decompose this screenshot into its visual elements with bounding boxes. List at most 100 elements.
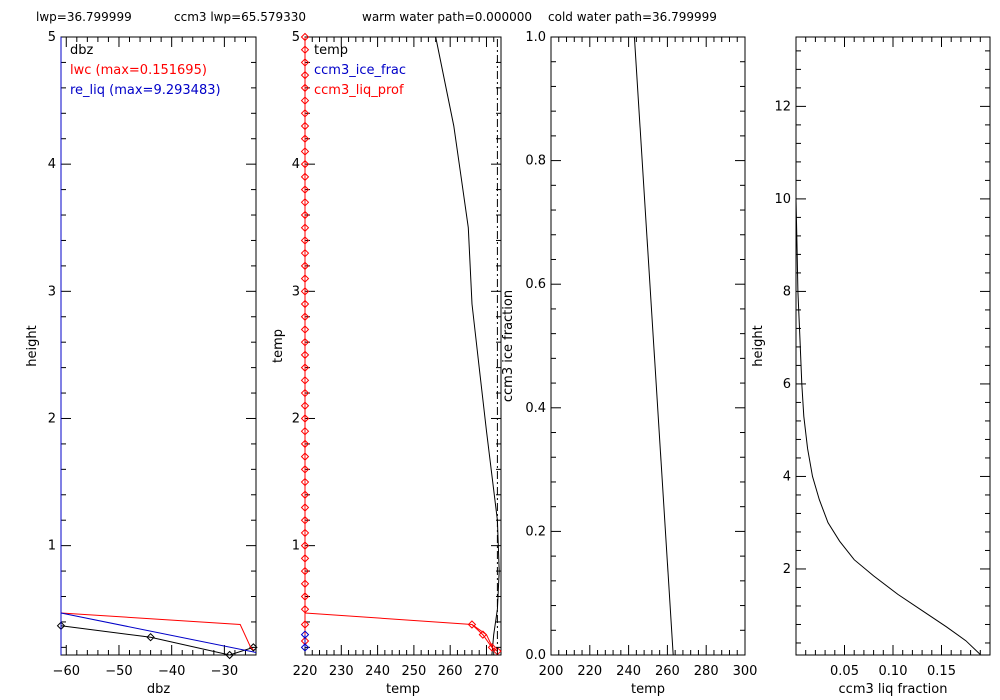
panel-2-series-3-point: [300, 248, 310, 258]
panel-1-legend-item: dbz: [70, 43, 94, 58]
panel-2-series-3-point: [300, 388, 310, 398]
panel-2-series-3-point: [300, 70, 310, 80]
panel-3-frame: [550, 36, 746, 656]
panel-2-xtick-label: 220: [293, 664, 318, 679]
panel-2-series-3-point: [300, 605, 310, 614]
panel-2-series-3-point: [300, 541, 310, 550]
panel-2-series-3-point: [300, 58, 310, 67]
panel-4-xtick-label: 0.15: [927, 664, 956, 679]
panel-2-series-3-point: [300, 401, 310, 410]
panel-4-x-axis-label: ccm3 liq fraction: [839, 682, 948, 697]
panel-2-series-3-point: [300, 172, 310, 182]
panel-3-xtick-label: 240: [616, 664, 641, 679]
panel-2-series-3-point: [300, 566, 310, 576]
panel-2-series-3-point: [300, 376, 310, 385]
panel-2-series-3-point: [300, 287, 310, 296]
panel-2-x-axis-label: temp: [386, 682, 420, 697]
panel-2-series-3-point: [300, 147, 310, 156]
panel-2-series-4-point: [467, 620, 477, 629]
panel-2-series-1-line: [435, 36, 500, 656]
panel-1-ytick-label: 3: [48, 284, 56, 299]
panel-3-ytick-label: 1.0: [525, 30, 546, 45]
panel-1-xtick-label: −50: [105, 664, 132, 679]
panel-2-series-3-point: [300, 439, 310, 449]
panel-1-ytick-label: 2: [48, 411, 56, 426]
panel-3-ytick-label: 0.8: [525, 154, 546, 169]
panel-2-series-3-point: [300, 477, 310, 487]
panel-2-series-4-line: [471, 624, 498, 652]
panel-2-ytick-label: 4: [292, 157, 300, 172]
panel-3-series-1-line: [633, 36, 674, 656]
panel-2-xtick-label: 230: [329, 664, 354, 679]
panel-3-xtick-label: 220: [577, 664, 602, 679]
panel-3-xtick-label: 300: [733, 664, 758, 679]
panel-2-series-4-point: [487, 643, 497, 652]
panel-2-series-3-point: [300, 274, 310, 283]
panel-1-xtick-label: −30: [211, 664, 238, 679]
panel-1-series-1-point: [225, 650, 234, 660]
panel-2-series-3-point: [300, 465, 310, 474]
panel-2-series-3-point: [300, 96, 310, 105]
panel-2-series-3-point: [300, 452, 310, 461]
panel-2-series-3-point: [300, 312, 310, 321]
panel-2-series-3-point: [300, 223, 310, 232]
panel-4-ytick-label: 4: [783, 469, 791, 484]
panel-1-series-2-line: [60, 612, 254, 651]
panel-3-ytick-label: 0.6: [525, 277, 546, 292]
panel-2-xtick-label: 240: [365, 664, 390, 679]
panel-2-series-3-point: [300, 185, 310, 194]
panel-2-series-3-point: [300, 363, 310, 372]
lwp-label: lwp=36.799999: [36, 10, 132, 24]
panel-2-series-3-point: [300, 261, 310, 271]
panel-4-y-axis-label: height: [751, 325, 766, 366]
panel-2-series-3-point: [300, 32, 310, 42]
panel-3-ytick-label: 0.4: [525, 401, 546, 416]
panel-2-xtick-label: 250: [401, 664, 426, 679]
panel-3-xtick-label: 200: [539, 664, 564, 679]
panel-2-series-3-point: [300, 516, 310, 525]
panel-2-series-3-point: [300, 121, 310, 131]
panel-2-series-3-point: [300, 554, 310, 563]
panel-2-series-3-point: [300, 45, 310, 54]
panel-2-series-3-point: [300, 426, 310, 436]
panel-4-xtick-label: 0.05: [830, 664, 859, 679]
panel-2-series-3-point: [300, 503, 310, 512]
panel-2-series-3-point: [300, 198, 310, 207]
cold-water-path-label: cold water path=36.799999: [548, 10, 717, 24]
panel-4-ytick-label: 2: [783, 562, 791, 577]
panel-4-ytick-label: 6: [783, 377, 791, 392]
panel-1-legend-item: re_liq (max=9.293483): [70, 83, 221, 98]
panel-2-series-3-point: [300, 490, 310, 499]
panel-2-series-3-point: [300, 83, 310, 93]
panel-2-series-3-point: [300, 337, 310, 347]
panel-3-ytick-label: 0.0: [525, 648, 546, 663]
panel-2-legend-item: ccm3_liq_prof: [314, 83, 404, 98]
panel-1-series-3-line: [60, 612, 257, 653]
panel-2-series-3-point: [300, 134, 310, 143]
panel-2-series-3-point: [300, 592, 310, 601]
panel-2-series-5-point: [300, 630, 310, 639]
panel-2-series-3-point: [300, 350, 310, 360]
panel-3-x-axis-label: temp: [631, 682, 665, 697]
panel-1-ytick-label: 5: [48, 30, 56, 45]
panel-1-xtick-label: −40: [158, 664, 185, 679]
panel-4-xtick-label: 0.10: [879, 664, 908, 679]
panel-2-series-3-point: [300, 620, 310, 629]
panel-1-series-1-point: [146, 632, 155, 642]
panel-2-xtick-label: 260: [438, 664, 463, 679]
panel-2-series-5-point: [300, 643, 310, 652]
panel-2-ytick-label: 1: [292, 539, 300, 554]
panel-2-series-3-point: [300, 414, 310, 423]
panel-3-xtick-label: 260: [655, 664, 680, 679]
panel-4-ytick-label: 8: [783, 284, 791, 299]
panel-1-ytick-label: 1: [48, 539, 56, 554]
warm-water-path-label: warm water path=0.000000: [362, 10, 532, 24]
panel-2-series-3-point: [300, 299, 310, 309]
panel-2-ytick-label: 2: [292, 411, 300, 426]
panel-1-series-1-point: [249, 643, 258, 652]
panel-2-series-2-line: [304, 612, 495, 651]
panel-2-series-3-point: [300, 236, 310, 245]
panel-1-frame: [60, 36, 257, 656]
panel-1-x-axis-label: dbz: [147, 682, 171, 697]
